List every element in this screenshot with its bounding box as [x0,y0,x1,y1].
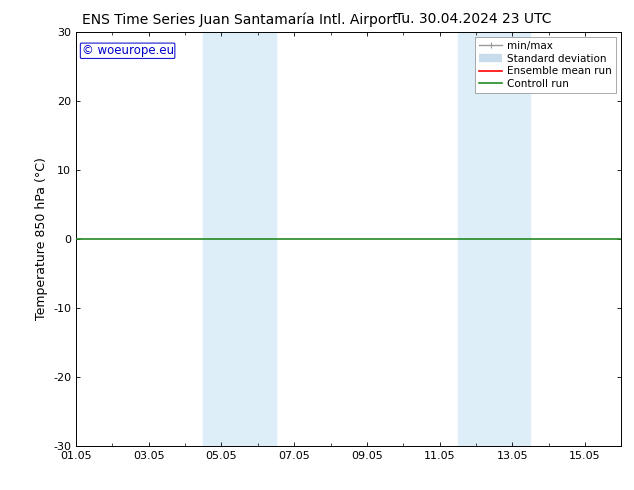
Text: ENS Time Series Juan Santamaría Intl. Airport: ENS Time Series Juan Santamaría Intl. Ai… [82,12,398,27]
Text: Tu. 30.04.2024 23 UTC: Tu. 30.04.2024 23 UTC [395,12,552,26]
Y-axis label: Temperature 850 hPa (°C): Temperature 850 hPa (°C) [34,157,48,320]
Bar [458,32,531,446]
Legend: min/max, Standard deviation, Ensemble mean run, Controll run: min/max, Standard deviation, Ensemble me… [475,37,616,93]
Text: © woeurope.eu: © woeurope.eu [82,44,174,57]
Bar [204,32,276,446]
